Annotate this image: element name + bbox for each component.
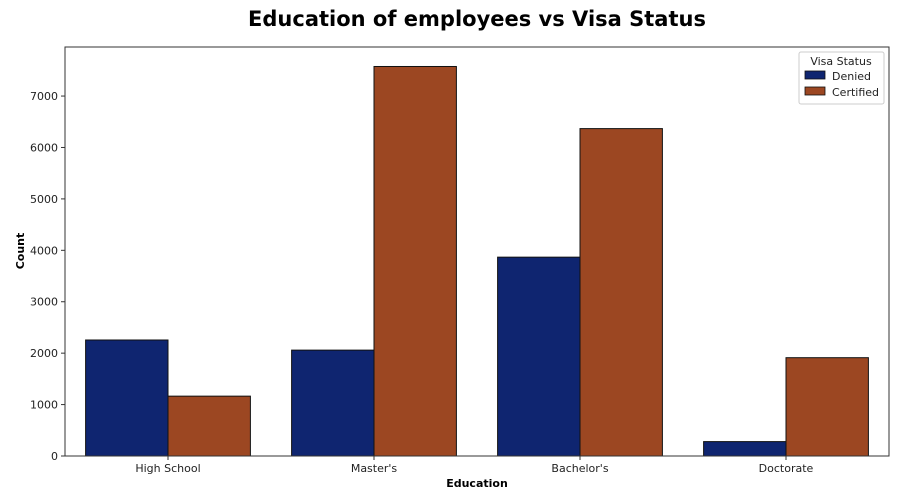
y-axis-label: Count: [14, 233, 27, 270]
legend-label-certified: Certified: [832, 86, 879, 99]
y-tick-label: 7000: [30, 90, 58, 103]
bar-certified-1: [373, 65, 457, 457]
legend-swatch-denied: [804, 70, 826, 80]
legend-title: Visa Status: [810, 55, 872, 68]
bar-denied-3: [703, 441, 787, 457]
y-tick-label: 5000: [30, 193, 58, 206]
bar-certified-2: [579, 128, 663, 457]
bar-denied-1: [291, 349, 375, 457]
legend-swatch-certified: [804, 86, 826, 96]
bar-certified-0: [167, 395, 251, 457]
x-tick-label: Bachelor's: [551, 462, 608, 475]
y-tick-label: 3000: [30, 296, 58, 309]
x-tick-label: High School: [135, 462, 200, 475]
legend-label-denied: Denied: [832, 70, 871, 83]
y-tick-label: 0: [51, 450, 58, 463]
x-axis-label: Education: [446, 477, 508, 490]
legend: Visa Status Denied Certified: [798, 51, 885, 105]
y-tick-label: 4000: [30, 244, 58, 257]
y-tick-label: 6000: [30, 141, 58, 154]
chart-title: Education of employees vs Visa Status: [248, 7, 706, 31]
bar-denied-0: [85, 339, 169, 457]
y-tick-label: 2000: [30, 347, 58, 360]
bar-denied-2: [497, 256, 581, 457]
plot-frame: [64, 46, 890, 457]
bar-certified-3: [785, 357, 869, 457]
x-tick-label: Doctorate: [759, 462, 814, 475]
y-tick-label: 1000: [30, 399, 58, 412]
x-tick-label: Master's: [351, 462, 398, 475]
